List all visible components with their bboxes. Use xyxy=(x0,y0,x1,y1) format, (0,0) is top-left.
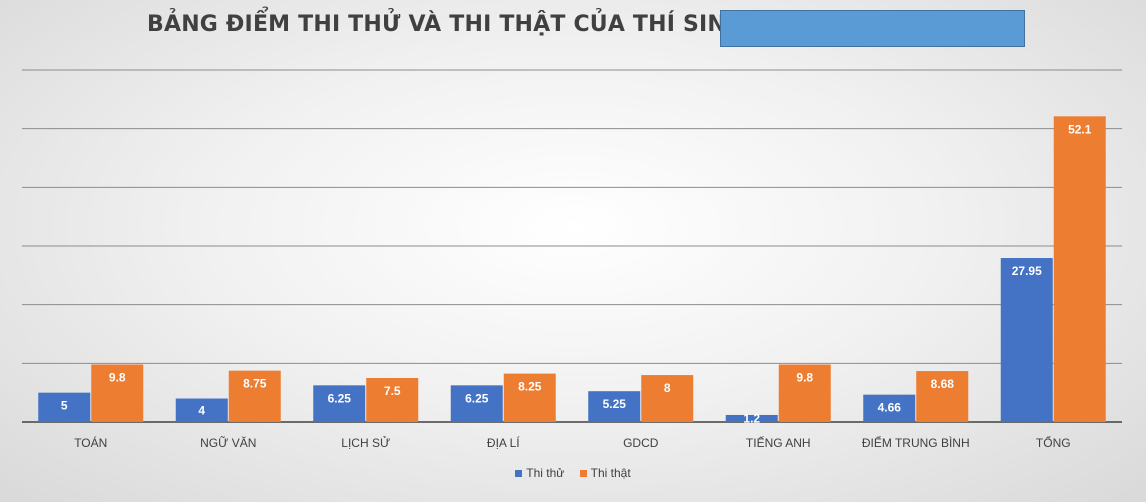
category-label: GDCD xyxy=(623,436,659,450)
bar-thi-thu xyxy=(863,394,916,422)
bar-thi-that xyxy=(228,370,281,422)
gridlines xyxy=(22,69,1122,423)
legend-swatch xyxy=(579,470,587,478)
data-label: 1.2 xyxy=(743,411,760,425)
bar-thi-thu xyxy=(38,392,91,422)
redaction-box xyxy=(720,10,1025,47)
category-label: NGỮ VĂN xyxy=(200,435,256,450)
bar-thi-thu xyxy=(1000,258,1053,422)
data-label: 7.5 xyxy=(384,384,401,398)
data-label: 9.8 xyxy=(796,371,813,385)
data-label: 8 xyxy=(664,381,671,395)
data-label: 4.66 xyxy=(878,401,902,415)
bar-thi-that xyxy=(91,364,144,422)
data-label: 8.75 xyxy=(243,377,267,391)
bar-thi-thu xyxy=(588,391,641,422)
category-label: ĐỊA LÍ xyxy=(487,435,520,450)
bar-thi-that xyxy=(916,371,969,422)
category-label: TỔNG xyxy=(1036,435,1071,450)
bar-thi-thu xyxy=(313,385,366,422)
bar-thi-that xyxy=(1053,116,1106,422)
data-label: 8.68 xyxy=(931,377,955,391)
category-label: ĐIỂM TRUNG BÌNH xyxy=(862,435,970,450)
bar-thi-that xyxy=(503,373,556,422)
category-labels: TOÁN NGỮ VĂN LỊCH SỬ ĐỊA LÍ GDCD TIẾNG ANH ĐIỂ… xyxy=(74,435,1070,450)
data-label: 5 xyxy=(61,399,68,413)
data-label: 52.1 xyxy=(1068,122,1092,136)
bar-thi-thu xyxy=(450,385,503,422)
legend-item-thi-thu: Thi thử xyxy=(515,466,564,480)
data-label: 9.8 xyxy=(109,371,126,385)
bar-thi-that xyxy=(641,375,694,422)
data-label: 5.25 xyxy=(603,397,627,411)
legend-item-thi-that: Thi thật xyxy=(579,466,631,480)
category-label: TIẾNG ANH xyxy=(746,435,811,450)
data-label: 4 xyxy=(198,403,205,417)
data-labels: 5 9.8 4 8.75 6.25 7.5 6.25 8.25 5.25 8 1.2 9.8 4.66 8… xyxy=(61,122,1092,425)
bars xyxy=(38,116,1106,422)
bar-thi-that xyxy=(778,364,831,422)
category-label: LỊCH SỬ xyxy=(341,435,390,450)
category-label: TOÁN xyxy=(74,435,107,450)
legend-swatch xyxy=(515,470,523,478)
bar-thi-that xyxy=(366,378,419,422)
bar-thi-thu xyxy=(175,398,228,422)
data-label: 8.25 xyxy=(518,380,542,394)
legend: Thi thử Thi thật xyxy=(0,466,1146,480)
bar-thi-thu xyxy=(725,414,778,422)
chart-title: BẢNG ĐIỂM THI THỬ VÀ THI THẬT CỦA THÍ SI… xyxy=(147,12,745,37)
data-label: 6.25 xyxy=(465,391,489,405)
data-label: 27.95 xyxy=(1012,264,1042,278)
data-label: 6.25 xyxy=(328,391,352,405)
